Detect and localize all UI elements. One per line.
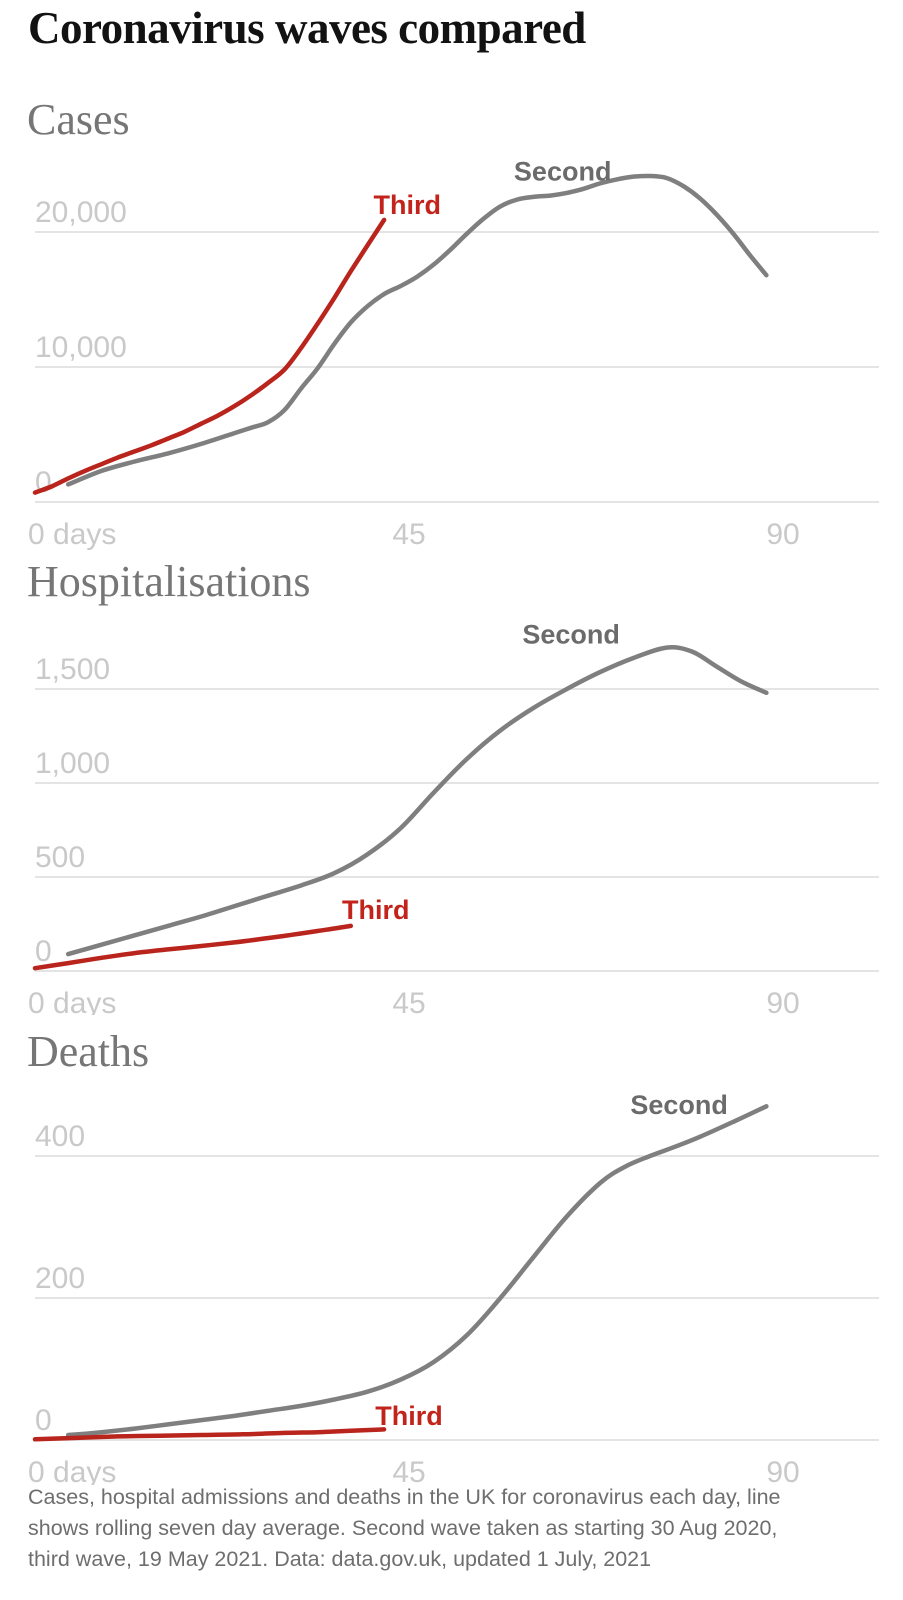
figure-title: Coronavirus waves compared [28, 3, 586, 53]
hospitalisations-third-wave-label: Third [342, 895, 410, 925]
hospitalisations-x-tick-label: 90 [766, 987, 799, 1015]
deaths-chart-plot: 0 200 400 0 days 45 90 Second Third [28, 1090, 879, 1485]
figure-footnote: Cases, hospital admissions and deaths in… [28, 1485, 781, 1571]
cases-y-tick-label: 20,000 [35, 196, 127, 229]
deaths-third-wave-label: Third [375, 1401, 443, 1431]
deaths-third-wave-line [32, 1427, 387, 1442]
hospitalisations-second-wave-line [65, 645, 769, 957]
cases-chart-heading: Cases [27, 95, 130, 144]
hospitalisations-chart-heading: Hospitalisations [27, 557, 311, 606]
deaths-y-tick-label: 0 [35, 1404, 52, 1437]
cases-second-wave-line [65, 173, 769, 487]
hospitalisations-y-tick-label: 1,500 [35, 653, 110, 686]
hospitalisations-x-tick-label: 0 days [28, 987, 116, 1015]
cases-second-wave-label: Second [514, 156, 612, 186]
cases-third-wave-label: Third [374, 190, 442, 220]
hospitalisations-x-tick-label: 45 [392, 987, 425, 1015]
deaths-x-tick-label: 0 days [28, 1456, 116, 1485]
deaths-y-tick-label: 200 [35, 1262, 85, 1295]
deaths-second-wave-line [65, 1104, 769, 1438]
hospitalisations-y-tick-label: 500 [35, 841, 85, 874]
hospitalisations-third-wave-line [32, 923, 354, 971]
cases-x-tick-label: 0 days [28, 518, 116, 550]
deaths-x-tick-label: 45 [392, 1456, 425, 1485]
hospitalisations-y-tick-label: 1,000 [35, 747, 110, 780]
deaths-y-tick-label: 400 [35, 1120, 85, 1153]
cases-y-tick-label: 10,000 [35, 331, 127, 364]
cases-x-tick-label: 45 [392, 518, 425, 550]
hospitalisations-y-tick-label: 0 [35, 935, 52, 968]
deaths-x-tick-label: 90 [766, 1456, 799, 1485]
deaths-second-wave-label: Second [630, 1090, 728, 1120]
hospitalisations-chart-plot: 0 500 1,000 1,500 0 days 45 90 Second Third [28, 620, 879, 1015]
cases-third-wave-line [32, 217, 387, 495]
deaths-chart-heading: Deaths [27, 1027, 150, 1076]
hospitalisations-second-wave-label: Second [522, 620, 620, 650]
cases-x-tick-label: 90 [766, 518, 799, 550]
